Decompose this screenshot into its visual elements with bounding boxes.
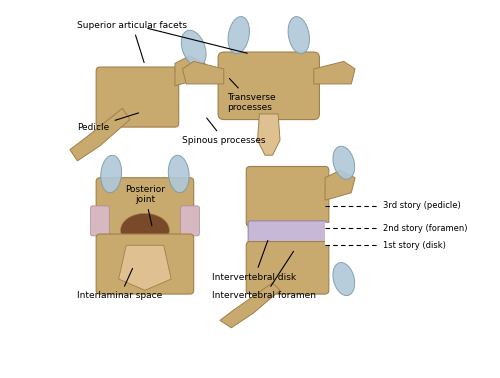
Text: Interlaminar space: Interlaminar space [78, 268, 162, 301]
Text: 2nd story (foramen): 2nd story (foramen) [383, 224, 468, 233]
Text: Superior articular facets: Superior articular facets [78, 21, 188, 62]
Ellipse shape [182, 30, 206, 66]
FancyBboxPatch shape [180, 206, 200, 236]
Polygon shape [220, 283, 280, 328]
Text: Transverse
processes: Transverse processes [228, 79, 276, 112]
FancyBboxPatch shape [96, 234, 194, 294]
FancyBboxPatch shape [248, 221, 327, 247]
Ellipse shape [168, 155, 189, 193]
Ellipse shape [288, 17, 310, 54]
Polygon shape [182, 61, 224, 84]
FancyBboxPatch shape [246, 166, 329, 226]
Text: Intervertebral foramen: Intervertebral foramen [212, 251, 316, 301]
Polygon shape [314, 61, 355, 84]
FancyBboxPatch shape [90, 206, 110, 236]
Text: Spinous processes: Spinous processes [182, 118, 266, 145]
Text: Posterior
joint: Posterior joint [125, 184, 165, 226]
FancyBboxPatch shape [246, 242, 329, 294]
Text: Pedicle: Pedicle [78, 113, 138, 132]
FancyBboxPatch shape [218, 52, 320, 119]
Text: 1st story (disk): 1st story (disk) [383, 241, 446, 250]
Ellipse shape [228, 17, 250, 54]
Polygon shape [175, 56, 205, 86]
FancyBboxPatch shape [96, 178, 194, 238]
Ellipse shape [333, 263, 354, 296]
Polygon shape [118, 245, 171, 290]
Text: 3rd story (pedicle): 3rd story (pedicle) [383, 201, 461, 211]
Text: Intervertebral disk: Intervertebral disk [212, 240, 296, 282]
Polygon shape [325, 223, 359, 245]
FancyBboxPatch shape [96, 67, 178, 127]
Ellipse shape [333, 146, 354, 179]
Ellipse shape [120, 214, 170, 247]
Polygon shape [325, 170, 355, 200]
Ellipse shape [101, 155, 121, 193]
Polygon shape [258, 114, 280, 155]
Polygon shape [70, 108, 130, 161]
